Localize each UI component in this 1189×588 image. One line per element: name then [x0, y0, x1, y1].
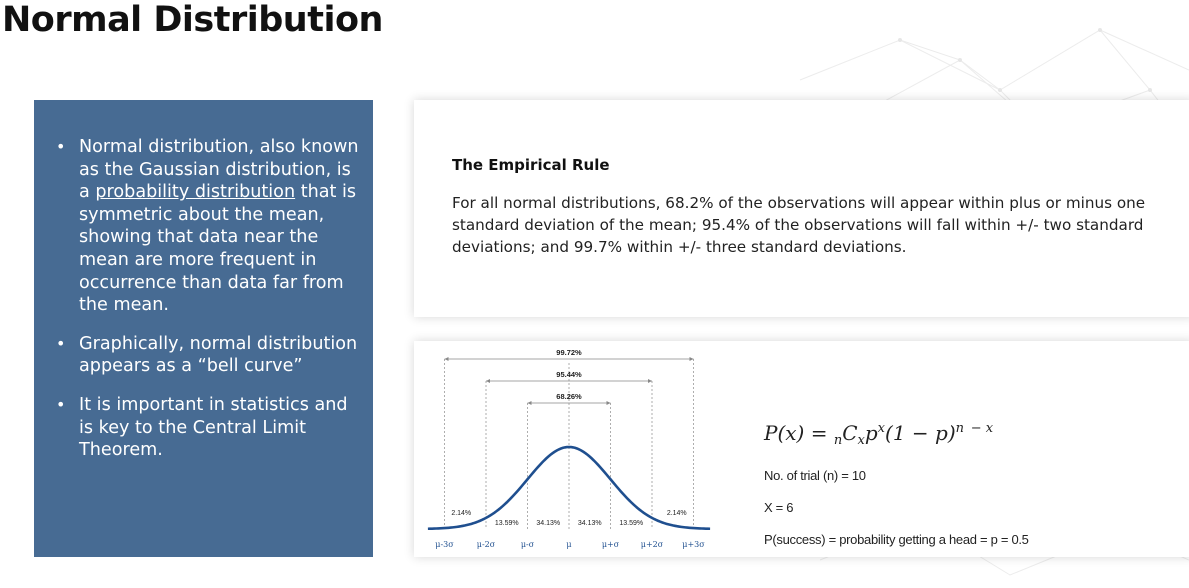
formula-c: C: [842, 421, 858, 445]
bullet-bell-curve: • Graphically, normal distribution appea…: [52, 333, 359, 378]
page-title: Normal Distribution: [2, 0, 383, 40]
bullet-text: Graphically, normal distribution appears…: [79, 333, 358, 377]
description-panel: • Normal distribution, also known as the…: [34, 100, 373, 557]
formula-p: p: [864, 421, 878, 445]
formula-x-sub: x: [857, 433, 865, 448]
formula-n-sup: n − x: [955, 421, 994, 436]
segment-label: 13.59%: [495, 520, 519, 527]
x-tick-label: μ+σ: [602, 540, 620, 549]
success-line: P(success) = probability getting a head …: [764, 532, 1029, 547]
binomial-formula: P(x) = nCxpx(1 − p)n − x: [764, 421, 993, 448]
range-arrow-head: [527, 401, 532, 405]
empirical-rule-card: The Empirical Rule For all normal distri…: [414, 100, 1189, 317]
bullet-importance: • It is important in statistics and is k…: [52, 394, 359, 462]
bullet-definition: • Normal distribution, also known as the…: [52, 136, 359, 317]
bell-curve-line: [427, 445, 711, 531]
bullet-list: • Normal distribution, also known as the…: [52, 136, 359, 462]
x-tick-label: μ-σ: [521, 540, 535, 549]
range-label: 99.72%: [556, 348, 582, 357]
distribution-card: 99.72% 95.44% 68.26% 2.14% 13.59% 34.13% 34.13…: [414, 341, 1189, 557]
bullet-icon: •: [56, 394, 66, 414]
range-arrow-head: [648, 379, 652, 383]
formula-one-minus-p: (1 − p): [885, 421, 956, 445]
range-label: 68.26%: [556, 392, 582, 401]
range-label: 95.44%: [556, 370, 582, 379]
segment-label: 34.13%: [578, 520, 602, 527]
segment-label: 34.13%: [536, 520, 560, 527]
x-value-line: X = 6: [764, 500, 794, 515]
x-tick-label: μ+3σ: [682, 540, 705, 549]
formula-p-of-x: P(x) =: [764, 421, 834, 445]
segment-label: 13.59%: [619, 520, 643, 527]
bullet-icon: •: [56, 137, 66, 156]
trials-line: No. of trial (n) = 10: [764, 468, 866, 483]
range-arrow-head: [606, 401, 611, 405]
bullet-text: It is important in statistics and is key…: [79, 394, 348, 461]
x-tick-label: μ-3σ: [435, 540, 454, 549]
bullet-icon: •: [56, 333, 66, 353]
formula-n-sub: n: [833, 433, 843, 448]
empirical-rule-text: For all normal distributions, 68.2% of t…: [452, 194, 1146, 256]
probability-distribution-link[interactable]: probability distribution: [95, 182, 296, 203]
bell-curve-chart: 99.72% 95.44% 68.26% 2.14% 13.59% 34.13% 34.13…: [427, 348, 711, 549]
bullet-text: Normal distribution, also known as the G…: [79, 137, 359, 203]
segment-label: 2.14%: [667, 510, 687, 517]
x-tick-label: μ: [566, 540, 571, 549]
range-arrow-head: [689, 357, 694, 361]
segment-label: 2.14%: [451, 510, 471, 517]
x-tick-label: μ+2σ: [641, 540, 664, 549]
range-arrow-head: [486, 379, 490, 383]
x-tick-label: μ-2σ: [477, 540, 496, 549]
empirical-rule-heading: The Empirical Rule: [452, 156, 610, 174]
bullet-text: that is symmetric about the mean, showin…: [79, 182, 357, 316]
formula-x-sup: x: [877, 421, 886, 436]
range-arrow-head: [444, 357, 449, 361]
